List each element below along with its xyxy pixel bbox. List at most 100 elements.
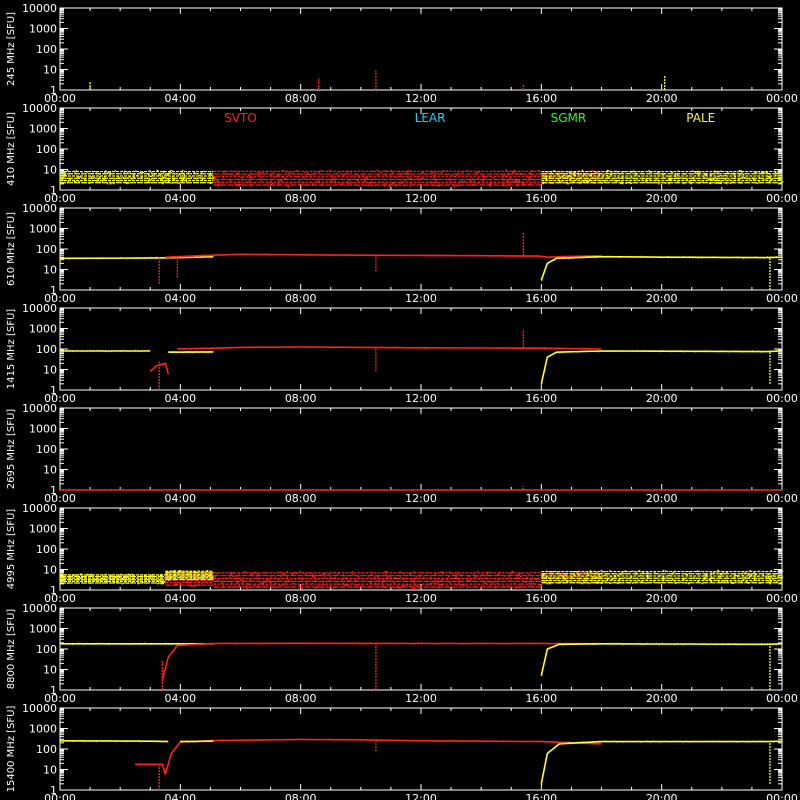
x-tick-label: 16:00 <box>525 592 557 605</box>
y-tick-label: 10000 <box>22 202 57 215</box>
legend-sgmr: SGMR <box>551 111 587 125</box>
x-tick-label: 12:00 <box>405 192 437 205</box>
y-tick-label: 10 <box>43 264 57 277</box>
x-tick-label: 20:00 <box>646 692 678 705</box>
y-tick-label: 10000 <box>22 402 57 415</box>
y-tick-label: 100 <box>36 43 57 56</box>
panel-8800-mhz: 10000 1000 100 10 1 8800 MHz [SFU] 00:00 04:00 0… <box>6 602 798 705</box>
x-tick-label: 00:00 <box>44 792 76 800</box>
y-tick-label: 10000 <box>22 502 57 515</box>
x-tick-label: 08:00 <box>285 492 317 505</box>
y-axis-label: 610 MHz [SFU] <box>6 212 17 286</box>
x-tick-label: 12:00 <box>405 592 437 605</box>
x-tick-label: 00:00 <box>766 592 798 605</box>
series-segment <box>135 738 602 775</box>
y-tick-label: 1000 <box>29 623 57 636</box>
series-jitter <box>177 346 600 351</box>
x-tick-label: 16:00 <box>525 792 557 800</box>
x-tick-label: 00:00 <box>44 92 76 105</box>
x-tick-label: 12:00 <box>405 292 437 305</box>
noise-dots <box>541 569 784 585</box>
y-axis-label: 4995 MHz [SFU] <box>6 509 17 590</box>
legend-lear: LEAR <box>415 111 446 125</box>
y-tick-label: 1 <box>50 384 57 397</box>
x-tick-label: 00:00 <box>766 292 798 305</box>
y-tick-label: 1000 <box>29 523 57 536</box>
series-segment <box>540 642 783 676</box>
panel-15400-mhz: 10000 1000 100 10 1 15400 MHz [SFU] 00:00 04:00… <box>6 702 798 800</box>
x-tick-label: 08:00 <box>285 792 317 800</box>
panel-frame <box>59 607 783 691</box>
y-tick-label: 1 <box>50 684 57 697</box>
x-tick-label: 08:00 <box>285 192 317 205</box>
x-tick-label: 20:00 <box>646 592 678 605</box>
y-tick-label: 100 <box>36 743 57 756</box>
series-jitter <box>541 349 780 385</box>
x-tick-label: 08:00 <box>285 292 317 305</box>
noise-band <box>165 569 214 581</box>
y-axis-label: 8800 MHz [SFU] <box>6 609 17 690</box>
y-tick-label: 100 <box>36 543 57 556</box>
y-tick-label: 1000 <box>29 23 57 36</box>
y-axis-label: 245 MHz [SFU] <box>6 12 17 86</box>
x-tick-label: 12:00 <box>405 392 437 405</box>
series-jitter <box>162 642 600 681</box>
x-tick-label: 00:00 <box>766 92 798 105</box>
y-tick-label: 10000 <box>22 602 57 615</box>
y-tick-label: 10 <box>43 764 57 777</box>
y-tick-label: 1000 <box>29 123 57 136</box>
x-tick-label: 16:00 <box>525 492 557 505</box>
x-tick-label: 04:00 <box>164 492 196 505</box>
series-jitter <box>541 255 780 281</box>
x-tick-label: 00:00 <box>44 692 76 705</box>
series-jitter <box>180 740 212 743</box>
y-axis-label: 2695 MHz [SFU] <box>6 409 17 490</box>
y-tick-label: 10000 <box>22 2 57 15</box>
x-tick-label: 12:00 <box>405 492 437 505</box>
y-tick-label: 10 <box>43 464 57 477</box>
panel-2695-mhz: 10000 1000 100 10 1 2695 MHz [SFU] 00:00 04:00 0… <box>6 402 798 505</box>
y-tick-label: 10000 <box>22 102 57 115</box>
y-tick-label: 100 <box>36 643 57 656</box>
x-tick-label: 00:00 <box>766 792 798 800</box>
series-segment <box>161 642 602 681</box>
x-tick-label: 00:00 <box>766 192 798 205</box>
panel-frame <box>59 707 783 791</box>
x-tick-label: 12:00 <box>405 692 437 705</box>
x-tick-label: 20:00 <box>646 492 678 505</box>
series-segment <box>540 350 783 384</box>
legend-pale: PALE <box>686 111 715 125</box>
noise-band <box>541 569 784 585</box>
series-jitter <box>135 738 600 775</box>
noise-dots <box>165 569 214 581</box>
series-jitter <box>541 740 780 785</box>
panel-frame <box>59 7 783 91</box>
x-tick-label: 04:00 <box>164 92 196 105</box>
y-tick-label: 100 <box>36 243 57 256</box>
y-tick-label: 10 <box>43 364 57 377</box>
x-tick-label: 12:00 <box>405 792 437 800</box>
x-tick-label: 04:00 <box>164 692 196 705</box>
y-tick-label: 1000 <box>29 723 57 736</box>
panel-610-mhz: 10000 1000 100 10 1 610 MHz [SFU] 00:00 04:00 08… <box>6 202 798 305</box>
y-tick-label: 1 <box>50 484 57 497</box>
x-tick-label: 08:00 <box>285 692 317 705</box>
x-tick-label: 00:00 <box>44 592 76 605</box>
y-tick-label: 10000 <box>22 702 57 715</box>
y-tick-label: 10 <box>43 164 57 177</box>
y-axis-label: 1415 MHz [SFU] <box>6 309 17 390</box>
y-tick-label: 1 <box>50 784 57 797</box>
x-tick-label: 20:00 <box>646 292 678 305</box>
y-tick-label: 10000 <box>22 302 57 315</box>
noise-band <box>60 573 167 585</box>
x-tick-label: 08:00 <box>285 592 317 605</box>
y-axis-label: 15400 MHz [SFU] <box>6 706 17 793</box>
x-tick-label: 12:00 <box>405 92 437 105</box>
x-tick-label: 20:00 <box>646 92 678 105</box>
x-tick-label: 00:00 <box>44 492 76 505</box>
y-tick-label: 1000 <box>29 423 57 436</box>
series-jitter <box>165 253 600 259</box>
x-tick-label: 20:00 <box>646 792 678 800</box>
panel-frame <box>59 207 783 291</box>
